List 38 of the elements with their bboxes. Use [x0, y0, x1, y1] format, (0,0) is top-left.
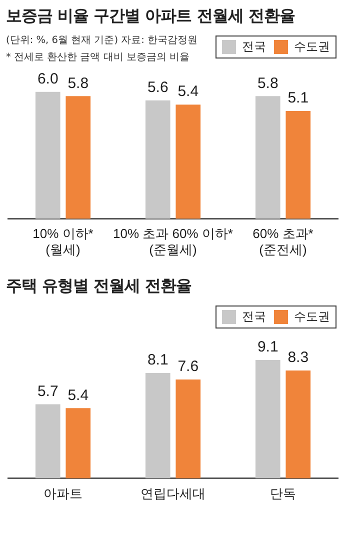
text: (단위: %, 6월 현재 기준) 자료: 한국감정원 [6, 34, 198, 48]
x-tick-label: 10% 이하* (월세) [32, 226, 94, 257]
bar [145, 373, 170, 478]
bar [35, 404, 60, 478]
bar [286, 370, 311, 478]
legend-label: 전국 [242, 309, 266, 324]
data-label: 5.7 [37, 382, 58, 400]
legend-label: 수도권 [294, 309, 330, 324]
bar [35, 92, 60, 219]
data-label: 9.1 [257, 338, 278, 356]
data-label: 6.0 [37, 70, 58, 88]
bar [255, 96, 280, 219]
legend-label: 전국 [242, 39, 266, 54]
chart-title: 주택 유형별 전월세 전환율 [5, 275, 193, 297]
x-tick-label: 60% 초과* (준전세) [252, 226, 314, 257]
bar [66, 408, 91, 478]
data-label: 8.3 [288, 349, 309, 366]
bar [176, 104, 201, 219]
x-tick-label: 단독 [270, 486, 296, 501]
data-label: 5.8 [257, 74, 278, 92]
text: * 전세로 환산한 금액 대비 보증금의 비율 [6, 51, 191, 65]
x-tick-label: 아파트 [44, 486, 82, 501]
data-label: 5.8 [68, 74, 89, 92]
data-label: 5.4 [178, 83, 199, 100]
bar [176, 380, 201, 478]
data-label: 8.1 [147, 352, 168, 369]
data-label: 5.6 [147, 79, 168, 96]
bar [286, 110, 311, 219]
x-tick-label: 연립다세대 [140, 486, 206, 501]
bar [255, 360, 280, 478]
bar [66, 96, 91, 219]
legend-label: 수도권 [294, 39, 330, 54]
data-label: 7.6 [178, 358, 199, 376]
bar [145, 100, 170, 219]
chart-title: 보증금 비율 구간별 아파트 전월세 전환율 [5, 5, 296, 27]
x-tick-label: 10% 초과 60% 이하* (준월세) [113, 226, 233, 257]
data-label: 5.1 [288, 90, 309, 107]
data-label: 5.4 [68, 386, 89, 404]
